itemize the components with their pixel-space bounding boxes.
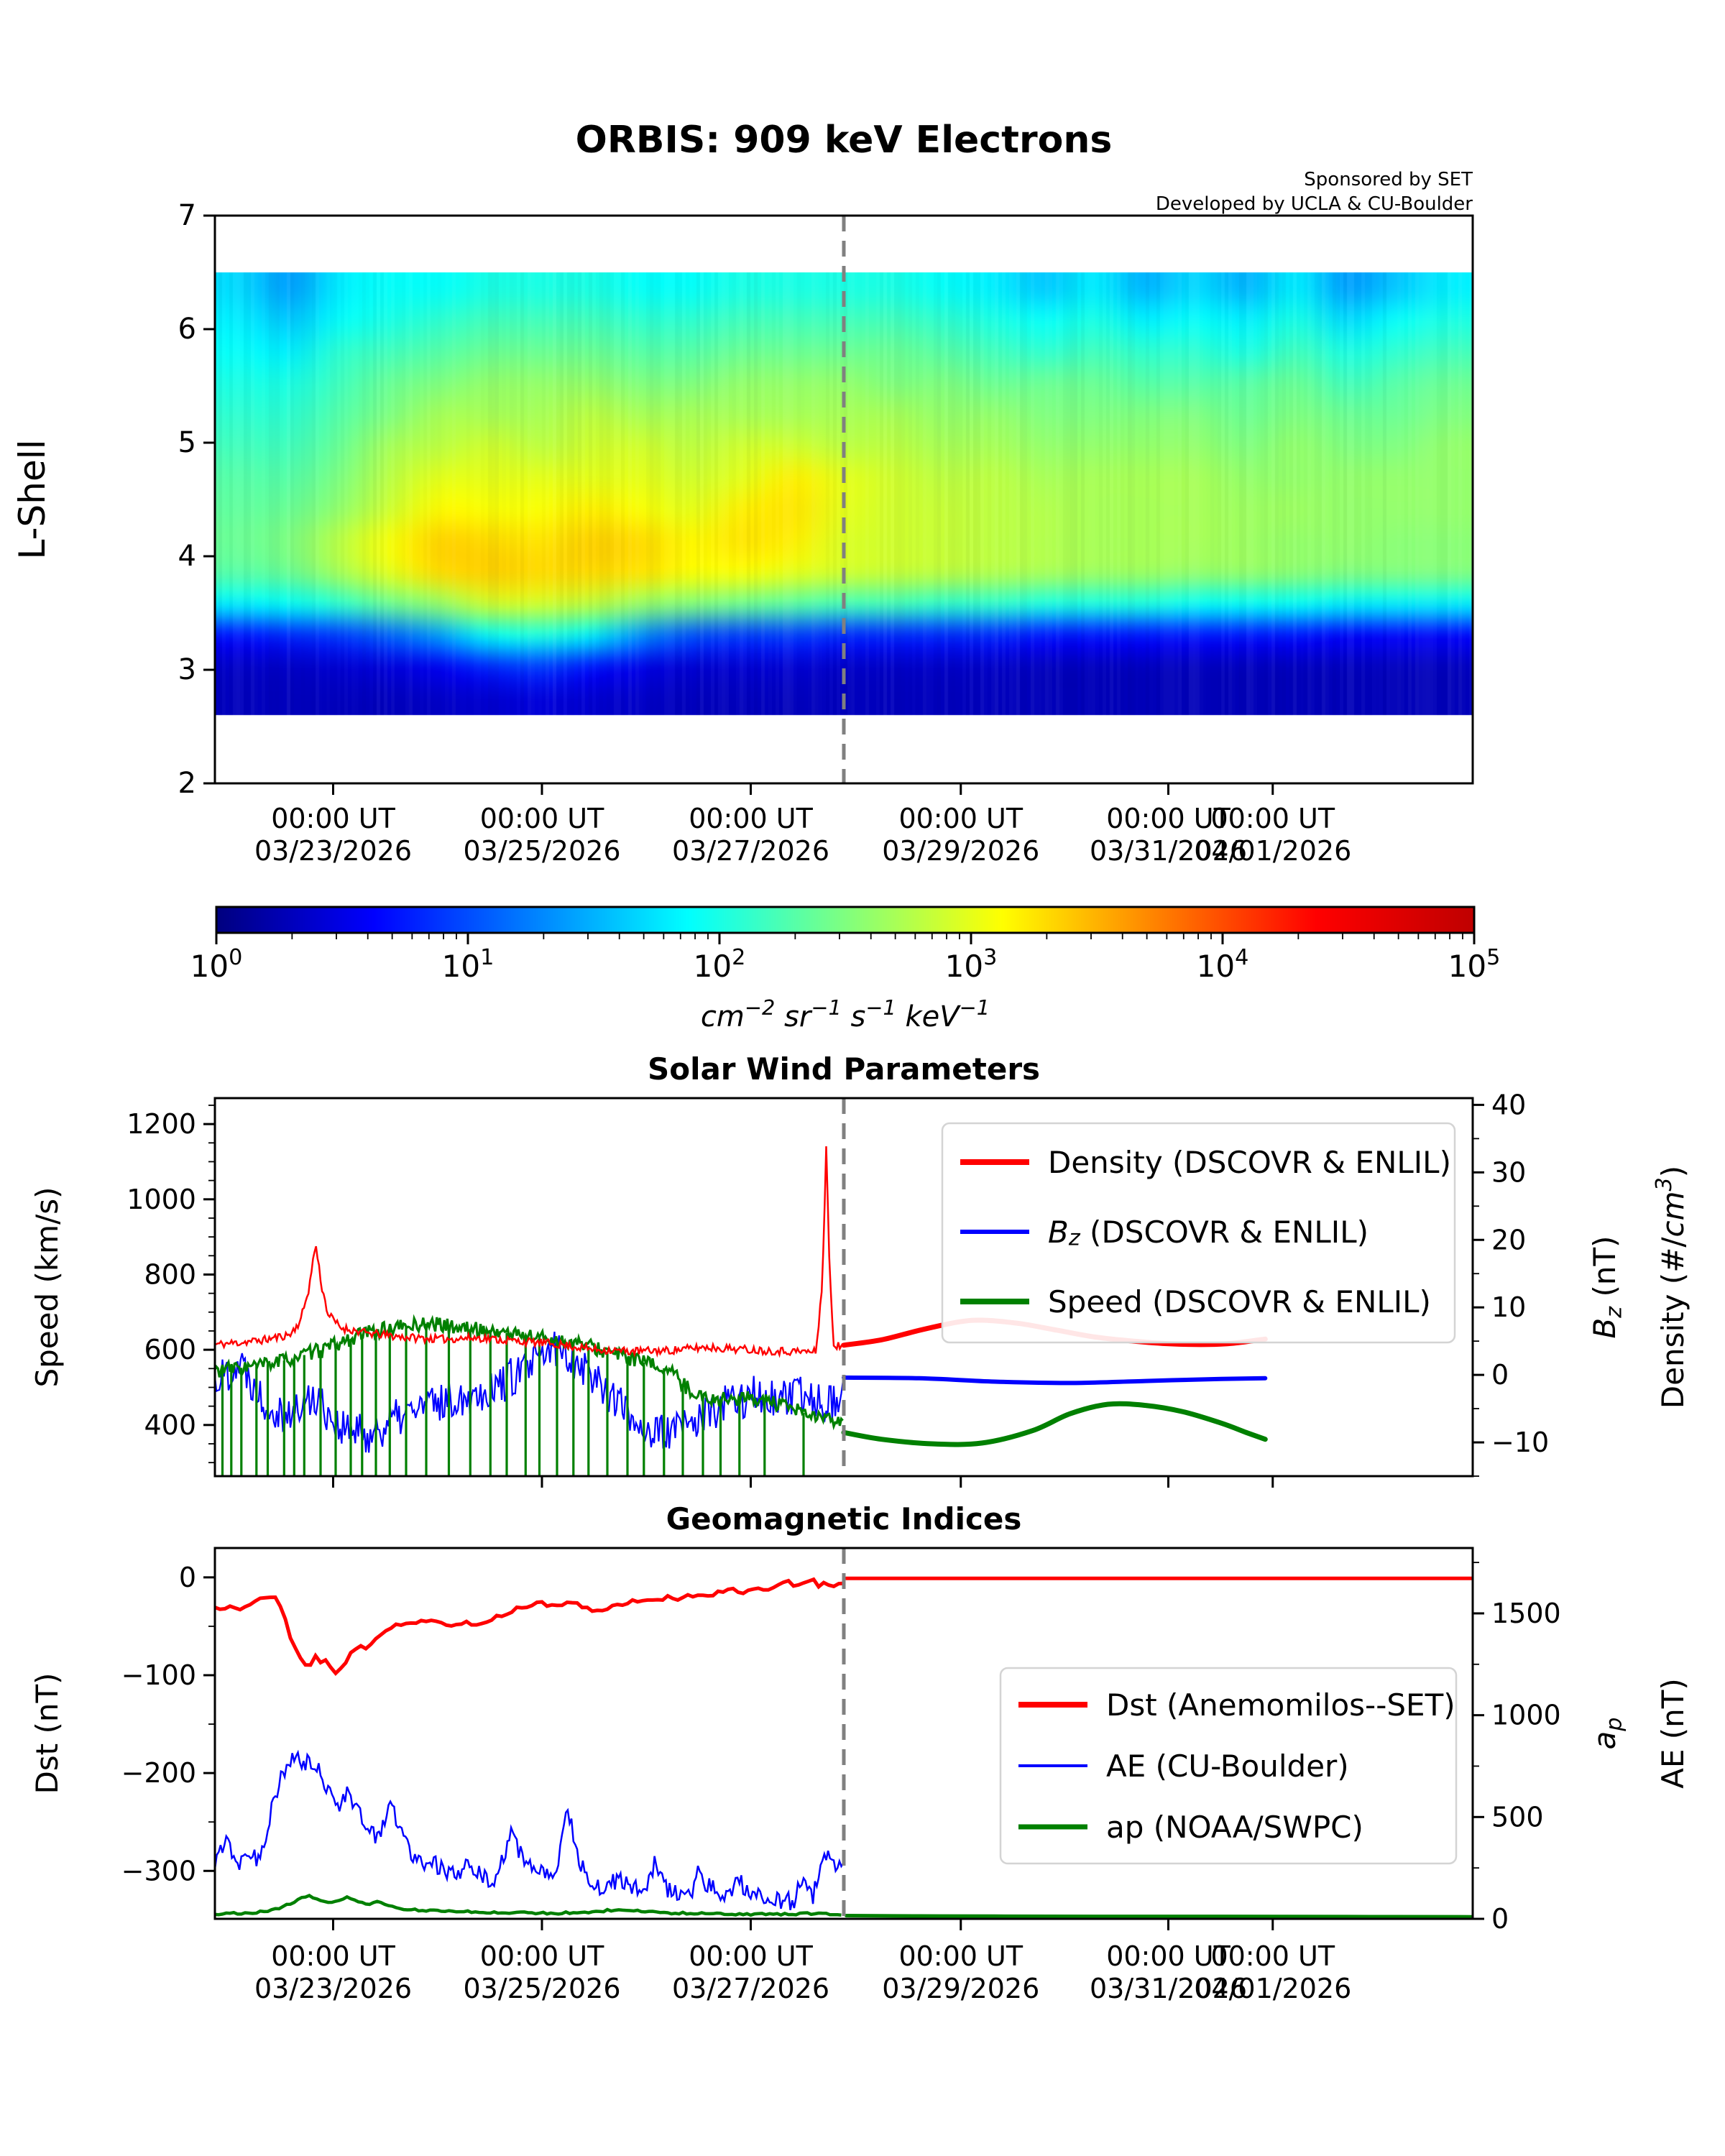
- colorbar-tick-label: 102​: [694, 945, 746, 984]
- y-tick-label: 0: [179, 1562, 196, 1593]
- colorbar-tick-label: 105​: [1448, 945, 1501, 984]
- y-tick-label: 1500: [1491, 1598, 1561, 1629]
- colorbar-unit-label: cm−2​ sr−1​ s−1​ keV−1​: [701, 995, 990, 1033]
- y-tick-label: 600: [144, 1334, 196, 1365]
- geomagnetic-title: Geomagnetic Indices: [666, 1501, 1022, 1537]
- colorbar-tick-label: 103​: [945, 945, 998, 984]
- x-tick-date-label: 04/01/2026: [1194, 1973, 1351, 2004]
- series-ae-observed: [215, 1749, 845, 1911]
- y-tick-label: 20: [1491, 1224, 1526, 1256]
- y-tick-label: 6: [178, 313, 196, 346]
- legend-label: Density (DSCOVR & ENLIL): [1048, 1145, 1451, 1180]
- solar_wind-right-axis-label-1: Bz​ (nT): [1587, 1235, 1627, 1338]
- solar-wind-title: Solar Wind Parameters: [648, 1051, 1040, 1087]
- series-ap-observed: [215, 1893, 842, 1917]
- credit-line-1: Sponsored by SET: [1304, 169, 1473, 190]
- colorbar: 100​ 101​ 102​ 103​ 104​ 105​ cm−2​ sr−1​ s−1​…: [190, 906, 1501, 1033]
- x-tick-time-label: 00:00 UT: [271, 803, 395, 834]
- x-tick-date-label: 03/31/2026: [1090, 835, 1247, 867]
- x-tick-time-label: 00:00 UT: [689, 803, 813, 834]
- y-tick-label: 3: [178, 653, 196, 686]
- series-speed-forecast: [841, 1401, 1268, 1447]
- x-tick-time-label: 00:00 UT: [1210, 803, 1335, 834]
- solar-wind-panel: 400 600 800 1000 1200 −10 0 10 20 30 40 Bz​ (nT) Den…: [126, 1089, 1690, 1488]
- x-tick-time-label: 00:00 UT: [1210, 1940, 1335, 1972]
- geomagnetic-series-group: [215, 1576, 1473, 1919]
- y-tick-label: 30: [1491, 1156, 1526, 1188]
- x-tick-time-label: 00:00 UT: [898, 1940, 1023, 1972]
- panel-border: [213, 1547, 1474, 1920]
- x-tick-time-label: 00:00 UT: [480, 1940, 604, 1972]
- x-tick-date-label: 03/27/2026: [672, 835, 829, 867]
- x-tick-date-label: 03/25/2026: [463, 835, 620, 867]
- legend-label: Dst (Anemomilos--SET): [1106, 1687, 1455, 1723]
- x-tick-date-label: 03/27/2026: [672, 1973, 829, 2004]
- y-tick-label: −200: [121, 1757, 196, 1789]
- x-tick-time-label: 00:00 UT: [480, 803, 604, 834]
- y-tick-label: 1000: [126, 1184, 196, 1215]
- y-tick-label: −100: [121, 1659, 196, 1691]
- colorbar-tick-label: 104​: [1197, 945, 1249, 984]
- x-tick-time-label: 00:00 UT: [1106, 1940, 1230, 1972]
- legend-label: ap (NOAA/SWPC): [1106, 1810, 1363, 1845]
- x-tick-date-label: 04/01/2026: [1194, 835, 1351, 867]
- lshell-axis-label: L-Shell: [12, 440, 53, 560]
- legend-label: AE (CU-Boulder): [1106, 1749, 1349, 1784]
- x-tick-date-label: 03/23/2026: [254, 835, 412, 867]
- panel-border: [213, 1097, 1474, 1478]
- y-tick-label: −300: [121, 1855, 196, 1886]
- y-tick-label: 1000: [1491, 1700, 1561, 1731]
- y-tick-label: 0: [1491, 1903, 1509, 1935]
- y-tick-label: 0: [1491, 1359, 1509, 1391]
- x-tick-date-label: 03/31/2026: [1090, 1973, 1247, 2004]
- y-tick-label: 5: [178, 426, 196, 459]
- x-tick-date-label: 03/25/2026: [463, 1973, 620, 2004]
- y-tick-label: 1200: [126, 1108, 196, 1140]
- series-speed-dropouts: [221, 1323, 805, 1475]
- series-bz-forecast: [842, 1375, 1268, 1386]
- y-tick-label: 400: [144, 1409, 196, 1441]
- colorbar-border: [215, 906, 1476, 934]
- colorbar-gradient: [216, 907, 1474, 933]
- x-tick-date-label: 03/29/2026: [882, 835, 1039, 867]
- panel-border: [213, 214, 1474, 785]
- y-tick-label: 7: [178, 199, 196, 232]
- legend-box: [999, 1667, 1458, 1865]
- x-tick-time-label: 00:00 UT: [689, 1940, 813, 1972]
- y-tick-label: 4: [178, 540, 196, 573]
- legend-label: Bz​ (DSCOVR & ENLIL): [1048, 1215, 1368, 1250]
- x-tick-time-label: 00:00 UT: [1106, 803, 1230, 834]
- page-title: ORBIS: 909 keV Electrons: [576, 119, 1113, 162]
- series-density-observed: [215, 1146, 844, 1358]
- legend-label: Speed (DSCOVR & ENLIL): [1048, 1284, 1431, 1319]
- colorbar-tick-label: 101​: [442, 945, 494, 984]
- colorbar-tick-label: 100​: [190, 945, 243, 984]
- y-tick-label: 40: [1491, 1089, 1526, 1120]
- y-tick-label: 10: [1491, 1291, 1526, 1323]
- dst-axis-label: Dst (nT): [29, 1672, 65, 1794]
- x-tick-time-label: 00:00 UT: [898, 803, 1023, 834]
- x-tick-time-label: 00:00 UT: [271, 1940, 395, 1972]
- y-tick-label: 2: [178, 767, 196, 800]
- geomagnetic-right-axis-label-1: ap​: [1587, 1718, 1627, 1750]
- x-tick-date-label: 03/23/2026: [254, 1973, 412, 2004]
- y-tick-label: 800: [144, 1258, 196, 1290]
- solar_wind-series-group: [215, 1146, 1268, 1475]
- y-tick-label: 500: [1491, 1801, 1544, 1833]
- speed-axis-label: Speed (km/s): [29, 1187, 65, 1387]
- geomagnetic-right-axis-label-2: AE (nT): [1655, 1678, 1690, 1789]
- solar_wind-right-axis-label-2: Density (#/cm3​): [1652, 1166, 1690, 1409]
- y-tick-label: −10: [1491, 1427, 1549, 1458]
- credit-line-2: Developed by UCLA & CU-Boulder: [1156, 193, 1473, 215]
- x-tick-date-label: 03/29/2026: [882, 1973, 1039, 2004]
- series-dst-observed: [215, 1577, 845, 1676]
- legend-box: [941, 1122, 1456, 1344]
- series-ap-forecast: [845, 1914, 1473, 1919]
